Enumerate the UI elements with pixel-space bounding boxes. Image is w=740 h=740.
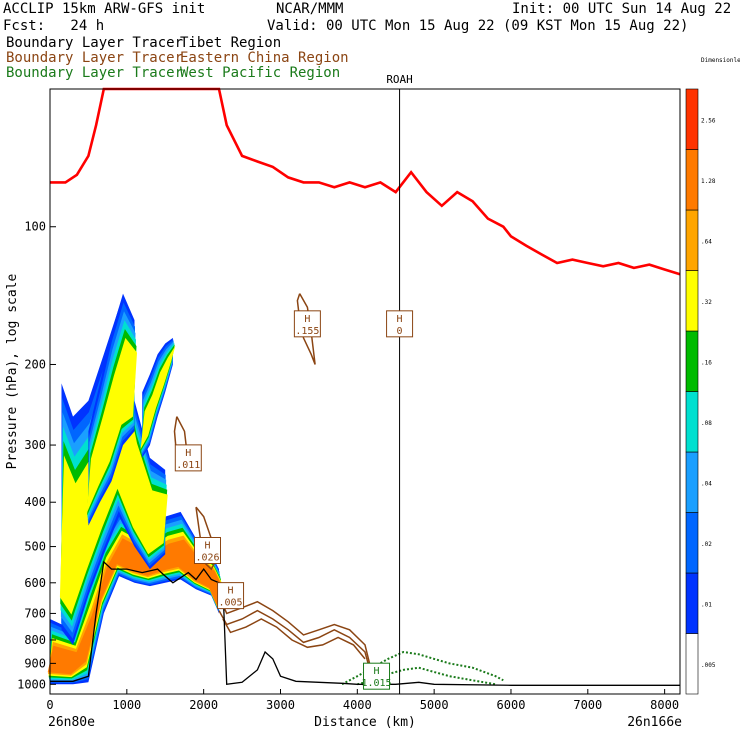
org-label: NCAR/MMM [276,1,344,17]
x-tick-label: 0 [46,698,53,712]
init-time: Init: 00 UTC Sun 14 Aug 22 [512,1,732,17]
colorbar-label: .01 [701,601,712,608]
high-marker: H.155 [293,310,321,338]
colorbar-swatch [685,270,699,332]
x-tick-label: 1000 [112,698,141,712]
colorbar: .005 .01 .02 .04 .08 .16 .32 .64 1.28 2.56 Dimensi… [685,57,740,695]
tracer-band-3-5 [140,345,176,450]
high-box [194,536,221,564]
high-letter: H [228,586,234,597]
forecast-hour: Fcst: 24 h [3,18,105,34]
x-tick-label: 3000 [266,698,295,712]
y-axis: 100 200 300 400 500 600 700 800 900 1000 [17,220,56,691]
tracer-name-3: Boundary Layer Tracer [6,65,184,81]
china-contour-2 [222,618,366,660]
high-value: 0 [397,326,403,337]
y-tick-label: 600 [24,576,46,590]
colorbar-swatch [685,88,699,150]
colorbar-label: .16 [701,359,712,366]
colorbar-label: Dimensionless [701,57,740,64]
left-endpoint: 26n80e [48,715,95,730]
tracer-band-0-7 [47,538,223,675]
colorbar-label: .08 [701,420,712,427]
high-value: .026 [195,552,219,563]
tracer-region-3: West Pacific Region [180,65,341,81]
y-tick-label: 700 [24,606,46,620]
eastern-china-contours [173,293,374,681]
x-tick-label: 7000 [573,698,602,712]
plot-frame [49,88,681,695]
colorbar-swatch [685,572,699,634]
high-value: 1.015 [361,678,391,689]
tracer-fill-layer [47,293,223,685]
high-letter: H [185,448,191,459]
colorbar-swatch [685,451,699,513]
high-letter: H [374,666,380,677]
tracer-band-0-6 [48,534,222,676]
x-tick-label: 2000 [189,698,218,712]
y-axis-label: Pressure (hPa), log scale [5,273,20,469]
high-marker: H0 [386,310,414,338]
x-axis: 0 1000 2000 3000 4000 5000 6000 7000 8000 [46,689,679,712]
y-tick-label: 100 [24,220,46,234]
x-tick-label: 8000 [650,698,679,712]
colorbar-swatch [685,330,699,392]
x-tick-label: 5000 [420,698,449,712]
tracer-region-1: Tibet Region [180,35,282,51]
colorbar-label: 1.28 [701,178,716,185]
colorbar-label: .04 [701,480,712,487]
right-endpoint: 26n166e [627,715,682,730]
y-tick-label: 900 [24,656,46,670]
tropopause-line [50,87,681,276]
high-marker: H.026 [194,536,221,564]
station-label: ROAH [386,73,413,86]
high-value: .011 [176,460,200,471]
colorbar-swatch [685,512,699,574]
colorbar-swatch [685,149,699,211]
high-value: .005 [219,598,243,609]
valid-time: Valid: 00 UTC Mon 15 Aug 22 (09 KST Mon … [267,18,689,34]
high-marker: H.005 [217,582,245,610]
colorbar-label: .64 [701,238,712,245]
high-letter: H [304,314,310,325]
high-marker: H1.015 [361,662,392,690]
y-tick-label: 800 [24,633,46,647]
high-box [174,444,202,472]
colorbar-label: .32 [701,299,712,306]
tracer-name-2: Boundary Layer Tracer [6,50,184,66]
high-marker: H.011 [174,444,202,472]
model-title: ACCLIP 15km ARW-GFS init [3,1,206,17]
x-axis-label: Distance (km) [314,715,416,730]
tracer-name-1: Boundary Layer Tracer [6,35,184,51]
colorbar-label: .005 [701,662,716,669]
high-letter: H [397,314,403,325]
china-contour-1 [218,609,374,681]
y-tick-label: 1000 [17,677,46,691]
high-box [386,310,414,338]
x-tick-label: 6000 [497,698,526,712]
high-box [217,582,245,610]
colorbar-swatch [685,391,699,453]
y-tick-label: 500 [24,540,46,554]
colorbar-label: .02 [701,541,712,548]
y-tick-label: 400 [24,495,46,509]
x-tick-label: 4000 [343,698,372,712]
colorbar-swatch [685,209,699,271]
high-value: .155 [295,326,319,337]
y-tick-label: 200 [24,357,46,371]
tracer-region-2: Eastern China Region [180,50,349,66]
high-letter: H [204,540,210,551]
tracer-band-2-5 [86,337,137,514]
high-box [293,310,321,338]
high-box [363,662,391,690]
colorbar-label: 2.56 [701,117,716,124]
tracer-band-1-5 [59,368,168,615]
y-tick-label: 300 [24,438,46,452]
colorbar-swatch [685,633,699,695]
